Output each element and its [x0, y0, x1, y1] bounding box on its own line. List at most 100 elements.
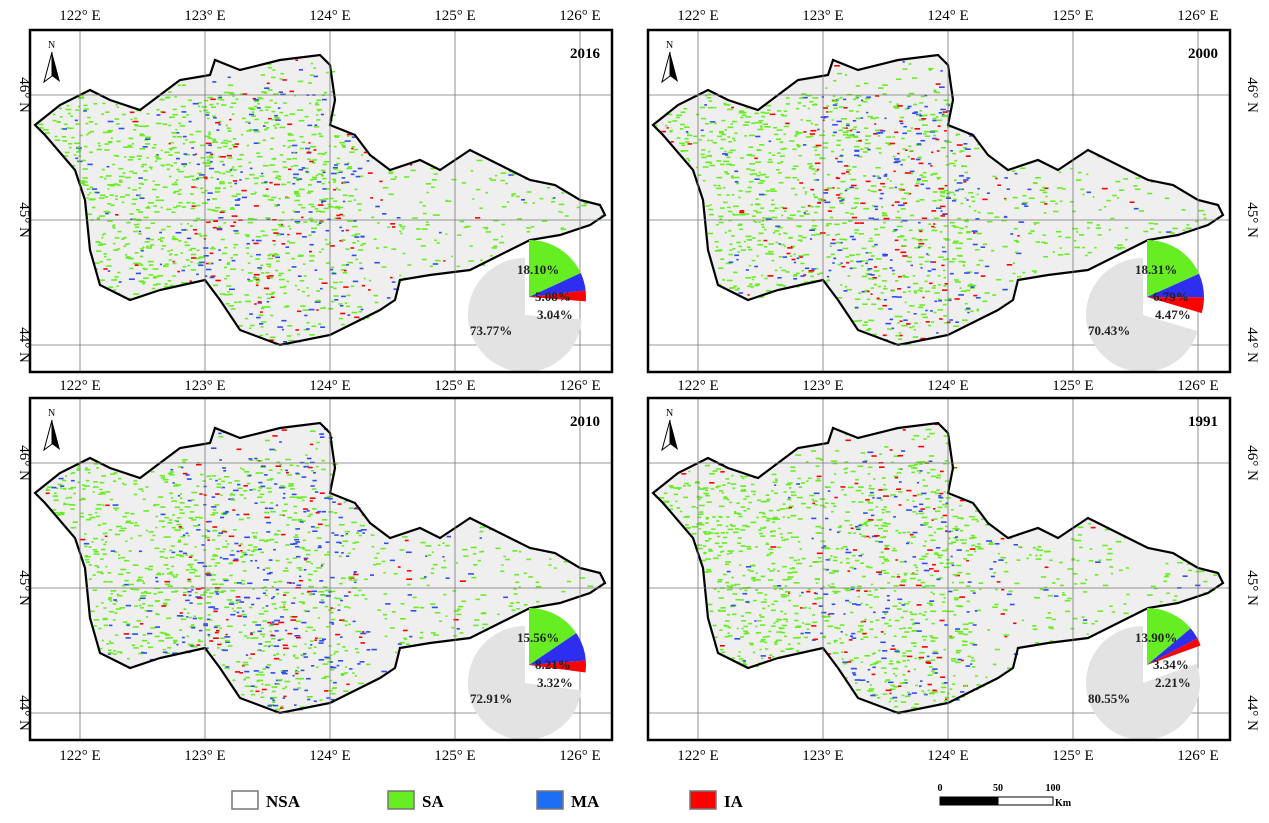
pixel — [934, 217, 939, 219]
pixel — [908, 106, 912, 108]
pixel — [270, 502, 273, 504]
pixel — [722, 484, 726, 486]
pixel — [833, 96, 835, 98]
pixel — [898, 491, 903, 493]
pixel — [481, 594, 487, 596]
pixel — [205, 529, 208, 531]
pixel — [746, 546, 751, 548]
pixel — [331, 693, 336, 695]
pixel — [347, 295, 351, 297]
pixel — [892, 296, 897, 298]
pixel — [117, 594, 119, 596]
pixel — [84, 546, 87, 548]
pixel — [218, 217, 223, 219]
pixel — [890, 259, 893, 261]
pixel — [791, 495, 797, 497]
pixel — [947, 321, 951, 323]
pixel — [207, 209, 211, 211]
pixel — [150, 239, 154, 241]
pixel — [902, 652, 905, 654]
pixel — [732, 121, 737, 123]
pixel — [870, 695, 876, 697]
pixel — [245, 677, 250, 679]
pixel — [952, 200, 956, 202]
pixel — [774, 134, 778, 136]
pixel — [381, 199, 383, 201]
pixel — [952, 582, 954, 584]
pixel — [772, 518, 777, 520]
pixel — [221, 239, 225, 241]
pixel — [148, 647, 153, 649]
pixel — [1064, 253, 1069, 255]
pixel — [796, 273, 799, 275]
pixel — [261, 692, 263, 694]
pixel — [186, 616, 188, 618]
pixel — [432, 607, 438, 609]
pixel — [303, 466, 308, 468]
pixel — [944, 682, 948, 684]
pixel — [295, 59, 298, 61]
pixel — [189, 249, 192, 251]
pixel — [296, 222, 299, 224]
pixel — [250, 560, 252, 562]
pixel — [188, 265, 191, 267]
pixel — [226, 634, 228, 636]
pixel — [75, 123, 79, 125]
pixel — [171, 212, 175, 214]
pixel — [305, 116, 309, 118]
pixel — [356, 652, 359, 654]
pixel — [294, 192, 299, 194]
pixel — [279, 273, 284, 275]
pixel — [95, 192, 99, 194]
pixel — [1134, 208, 1139, 210]
pixel — [352, 542, 356, 544]
pixel — [882, 280, 887, 282]
pixel — [111, 205, 115, 207]
pixel — [229, 563, 233, 565]
pixel — [233, 180, 237, 182]
pixel — [138, 158, 141, 160]
pixel — [75, 120, 78, 122]
pixel — [143, 217, 148, 219]
pixel — [901, 450, 905, 452]
pixel — [189, 595, 192, 597]
pixel — [961, 290, 967, 292]
pixel — [1094, 247, 1097, 249]
pixel — [100, 176, 103, 178]
pixel — [356, 176, 361, 178]
pixel — [720, 649, 723, 651]
pixel — [960, 530, 964, 532]
pixel — [143, 170, 147, 172]
pixel — [319, 640, 324, 642]
pixel — [290, 619, 296, 621]
pixel — [104, 253, 107, 255]
pixel — [158, 239, 162, 241]
pixel — [345, 531, 350, 533]
pixel — [733, 272, 737, 274]
pixel — [828, 111, 833, 113]
pixel — [788, 482, 793, 484]
pixel — [108, 491, 110, 493]
pixel — [276, 653, 279, 655]
pixel — [218, 433, 221, 435]
pixel — [910, 619, 913, 621]
pixel — [827, 187, 833, 189]
pixel — [794, 262, 796, 264]
pixel — [153, 205, 157, 207]
pixel — [261, 650, 265, 652]
pixel — [817, 169, 819, 171]
pixel — [933, 651, 938, 653]
pixel — [233, 222, 236, 224]
pixel — [422, 259, 427, 261]
pixel — [810, 133, 815, 135]
pixel — [283, 654, 285, 656]
pixel — [111, 279, 117, 281]
pixel — [259, 487, 262, 489]
pixel — [311, 470, 314, 472]
pixel — [941, 521, 947, 523]
pixel — [259, 323, 263, 325]
pixel — [261, 173, 263, 175]
pixel — [833, 80, 836, 82]
pixel — [777, 152, 781, 154]
pixel — [115, 237, 120, 239]
